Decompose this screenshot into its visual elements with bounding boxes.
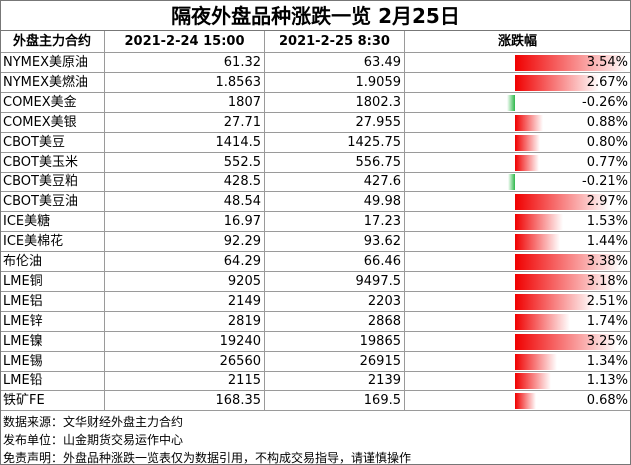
prev-cell: 92.29 [105, 232, 265, 253]
header-cell: 外盘主力合约 [0, 31, 105, 53]
prev-cell: 16.97 [105, 212, 265, 233]
name-cell: LME铅 [0, 371, 105, 392]
curr-cell: 2868 [265, 311, 405, 332]
prev-cell: 1414.5 [105, 132, 265, 153]
title: 隔夜外盘品种涨跌一览 2月25日 [0, 0, 631, 31]
footer-line: 数据来源：文华财经外盘主力合约 [3, 415, 184, 430]
name-cell: COMEX美金 [0, 92, 105, 113]
change-label: 1.53% [405, 212, 631, 233]
change-bar [515, 234, 561, 251]
footer-line: 免责声明：外盘品种涨跌一览表仅为数据引用，不构成交易指导，请谨慎操作 [3, 451, 412, 465]
change-bar [515, 333, 618, 350]
name-cell: 铁矿FE [0, 391, 105, 412]
change-label: 1.44% [405, 232, 631, 253]
curr-cell: 1.9059 [265, 72, 405, 93]
name-cell: COMEX美银 [0, 112, 105, 133]
prev-cell: 27.71 [105, 112, 265, 133]
prev-cell: 19240 [105, 331, 265, 352]
change-label: 1.34% [405, 352, 631, 372]
curr-cell: 169.5 [265, 391, 405, 412]
prev-cell: 2115 [105, 371, 265, 392]
curr-cell: 2139 [265, 371, 405, 392]
change-label: 0.77% [405, 153, 631, 173]
change-label: 3.38% [405, 252, 631, 272]
prev-cell: 1807 [105, 92, 265, 113]
name-cell: CBOT美豆 [0, 132, 105, 153]
change-bar [515, 293, 595, 310]
change-bar [506, 94, 515, 111]
curr-cell: 2203 [265, 291, 405, 312]
prev-cell: 2149 [105, 291, 265, 312]
change-label: 2.97% [405, 192, 631, 213]
prev-cell: 61.32 [105, 53, 265, 73]
change-label: 0.80% [405, 133, 631, 153]
name-cell: NYMEX美燃油 [0, 72, 105, 93]
name-cell: NYMEX美原油 [0, 53, 105, 73]
name-cell: ICE美棉花 [0, 232, 105, 253]
name-cell: CBOT美豆粕 [0, 172, 105, 193]
prev-cell: 2819 [105, 311, 265, 332]
prev-cell: 26560 [105, 351, 265, 372]
change-bar [515, 373, 551, 390]
header-cell: 2021-2-24 15:00 [105, 31, 265, 53]
header-cell: 涨跌幅 [405, 31, 631, 53]
change-bar [515, 194, 609, 211]
curr-cell: 66.46 [265, 252, 405, 272]
change-label: 2.67% [405, 73, 631, 93]
curr-cell: 93.62 [265, 232, 405, 253]
prev-cell: 48.54 [105, 192, 265, 213]
prev-cell: 1.8563 [105, 72, 265, 93]
curr-cell: 27.955 [265, 112, 405, 133]
change-bar [515, 214, 564, 231]
name-cell: LME铜 [0, 271, 105, 292]
change-label: 3.25% [405, 332, 631, 352]
footer-line: 发布单位：山金期货交易运作中心 [3, 433, 184, 448]
change-bar [515, 74, 600, 91]
change-label: 1.13% [405, 371, 631, 392]
curr-cell: 17.23 [265, 212, 405, 233]
change-bar [515, 154, 540, 171]
change-label: 2.51% [405, 292, 631, 312]
prev-cell: 428.5 [105, 172, 265, 193]
name-cell: CBOT美玉米 [0, 152, 105, 173]
curr-cell: 427.6 [265, 172, 405, 193]
change-bar [515, 313, 570, 330]
name-cell: LME锌 [0, 311, 105, 332]
prev-cell: 168.35 [105, 391, 265, 412]
change-bar [515, 134, 541, 151]
change-label: -0.26% [405, 93, 631, 113]
name-cell: LME镍 [0, 331, 105, 352]
prev-cell: 64.29 [105, 252, 265, 272]
change-label: 3.18% [405, 272, 631, 292]
header-cell: 2021-2-25 8:30 [265, 31, 405, 53]
curr-cell: 26915 [265, 351, 405, 372]
curr-cell: 19865 [265, 331, 405, 352]
change-label: 0.68% [405, 391, 631, 412]
curr-cell: 49.98 [265, 192, 405, 213]
prev-cell: 9205 [105, 271, 265, 292]
curr-cell: 9497.5 [265, 271, 405, 292]
change-label: 0.88% [405, 113, 631, 133]
change-label: 3.54% [405, 53, 631, 73]
name-cell: LME锡 [0, 351, 105, 372]
curr-cell: 1802.3 [265, 92, 405, 113]
curr-cell: 1425.75 [265, 132, 405, 153]
change-bar [515, 273, 616, 290]
change-label: -0.21% [405, 172, 631, 193]
change-bar [515, 393, 537, 410]
change-bar [515, 55, 627, 71]
prev-cell: 552.5 [105, 152, 265, 173]
name-cell: LME铝 [0, 291, 105, 312]
change-label: 1.74% [405, 312, 631, 332]
change-bar [515, 114, 543, 131]
name-cell: 布伦油 [0, 252, 105, 272]
change-bar [515, 353, 558, 370]
name-cell: ICE美糖 [0, 212, 105, 233]
curr-cell: 63.49 [265, 53, 405, 73]
name-cell: CBOT美豆油 [0, 192, 105, 213]
change-bar [508, 174, 515, 191]
change-bar [515, 254, 622, 270]
curr-cell: 556.75 [265, 152, 405, 173]
